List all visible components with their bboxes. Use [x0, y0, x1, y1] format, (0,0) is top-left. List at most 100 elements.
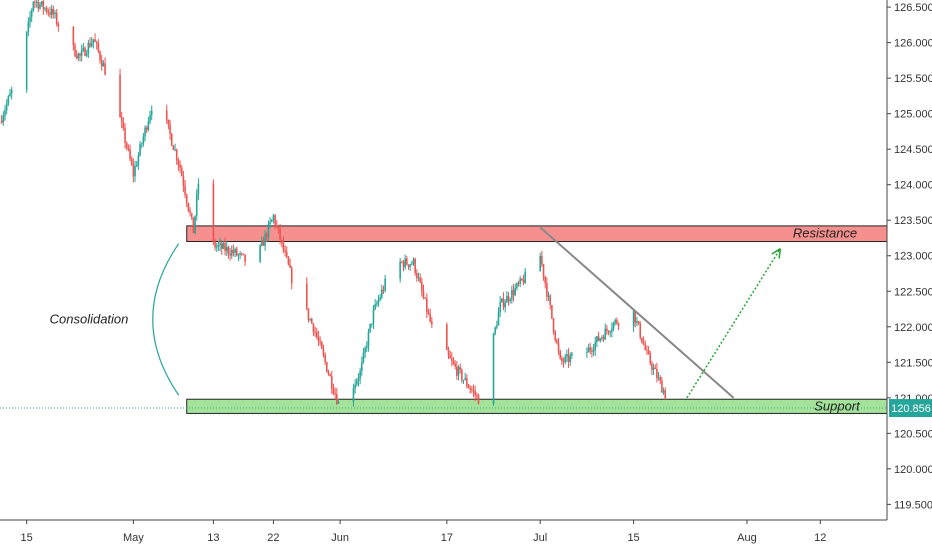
candle-up	[462, 379, 465, 381]
candle-up	[632, 310, 635, 327]
candle-down	[502, 298, 505, 308]
candle-down	[132, 164, 135, 177]
time-axis[interactable]: 15 May 13 22 Jun 17 Jul 15 Aug 12	[0, 519, 932, 550]
candle-up	[230, 250, 233, 256]
candle-up	[87, 42, 90, 54]
last-price-value: 120.856	[891, 403, 931, 415]
candle-up	[260, 240, 263, 246]
candle-down	[0, 120, 3, 123]
candle-up	[225, 247, 228, 252]
last-price-badge-box	[889, 399, 932, 418]
candle-up	[594, 342, 597, 351]
price-tick-label: 126.500	[894, 2, 932, 14]
candle-up	[197, 183, 200, 195]
candle-up	[612, 322, 615, 329]
price-tick-label: 122.000	[894, 322, 932, 334]
candle-down	[551, 305, 553, 319]
candle-down	[185, 194, 188, 204]
candle-up	[379, 297, 381, 300]
candle-down	[421, 282, 423, 292]
candle-down	[542, 264, 545, 277]
candle-down	[562, 361, 565, 363]
candle-up	[662, 390, 665, 393]
time-tick-label: 22	[267, 532, 279, 544]
candle-down	[382, 289, 385, 291]
candle-up	[384, 278, 386, 291]
candle-down	[424, 297, 426, 299]
candle-down	[467, 385, 470, 388]
candle-down	[84, 47, 86, 56]
candle-down	[474, 391, 476, 396]
candle-down	[262, 240, 265, 246]
candle-down	[451, 358, 453, 361]
time-tick-label: Jun	[331, 532, 349, 544]
candle-down	[192, 217, 195, 233]
candle-down	[314, 331, 316, 333]
candle-down	[507, 295, 510, 301]
candle-down	[265, 233, 268, 238]
candle-down	[607, 330, 610, 333]
candle-up	[9, 93, 11, 97]
candle-down	[180, 167, 183, 177]
candle-down	[642, 342, 645, 345]
candle-up	[222, 243, 225, 249]
price-axis[interactable]: 126.500 126.000 125.500 125.000 124.500 124.0…	[886, 0, 932, 520]
candle-down	[661, 380, 663, 393]
candle-up	[259, 245, 261, 262]
candle-down	[244, 254, 246, 262]
candle-up	[269, 221, 271, 224]
time-tick-label: Aug	[737, 532, 757, 544]
candle-up	[29, 16, 31, 22]
candle-down	[522, 279, 525, 284]
candle-down	[426, 298, 428, 313]
candle-down	[277, 226, 280, 229]
candle-down	[289, 264, 291, 268]
candle-down	[431, 321, 433, 325]
candle-down	[544, 276, 547, 284]
candle-up	[361, 361, 363, 371]
candle-up	[77, 53, 80, 59]
projection-arrow-head	[771, 247, 781, 255]
candle-up	[30, 10, 33, 17]
consolidation-arc	[152, 243, 180, 396]
candle-down	[212, 183, 215, 242]
candle-up	[411, 263, 413, 265]
candle-up	[174, 149, 176, 151]
price-tick-label: 123.000	[894, 251, 932, 263]
candle-down	[416, 273, 418, 279]
candle-up	[377, 299, 380, 304]
candle-down	[664, 390, 667, 399]
candle-up	[571, 353, 573, 356]
candle-up	[309, 318, 311, 320]
candle-up	[140, 143, 143, 145]
candle-up	[134, 166, 136, 177]
candle-down	[334, 393, 336, 395]
candle-down	[557, 342, 560, 351]
projection-arrow	[686, 248, 781, 399]
candle-up	[547, 295, 550, 297]
candle-down	[124, 128, 126, 143]
candle-down	[319, 340, 321, 342]
candle-down	[406, 258, 408, 265]
candle-down	[184, 185, 186, 195]
candle-down	[549, 295, 552, 306]
candle-down	[97, 43, 100, 52]
candle-down	[187, 203, 190, 211]
candle-up	[92, 39, 95, 43]
candle-up	[504, 302, 506, 308]
candle-up	[376, 303, 378, 305]
candle-up	[636, 321, 638, 323]
candle-down	[274, 215, 276, 226]
candle-up	[50, 8, 53, 15]
candle-down	[42, 1, 45, 9]
price-tick-label: 124.000	[894, 180, 932, 192]
price-tick-label: 124.500	[894, 144, 932, 156]
candle-up	[586, 352, 588, 354]
candle-up	[381, 289, 383, 298]
candle-down	[477, 395, 480, 405]
candle-up	[372, 309, 375, 324]
candle-down	[329, 374, 331, 377]
candle-down	[235, 249, 238, 256]
